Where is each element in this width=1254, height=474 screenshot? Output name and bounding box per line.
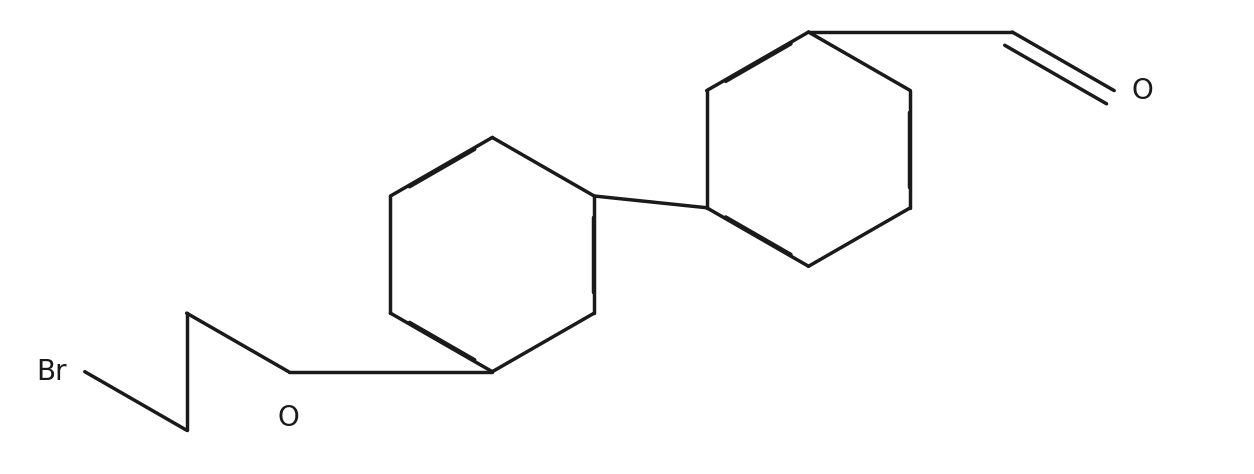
Text: O: O <box>277 404 300 432</box>
Text: Br: Br <box>36 358 68 386</box>
Text: O: O <box>1132 77 1154 105</box>
